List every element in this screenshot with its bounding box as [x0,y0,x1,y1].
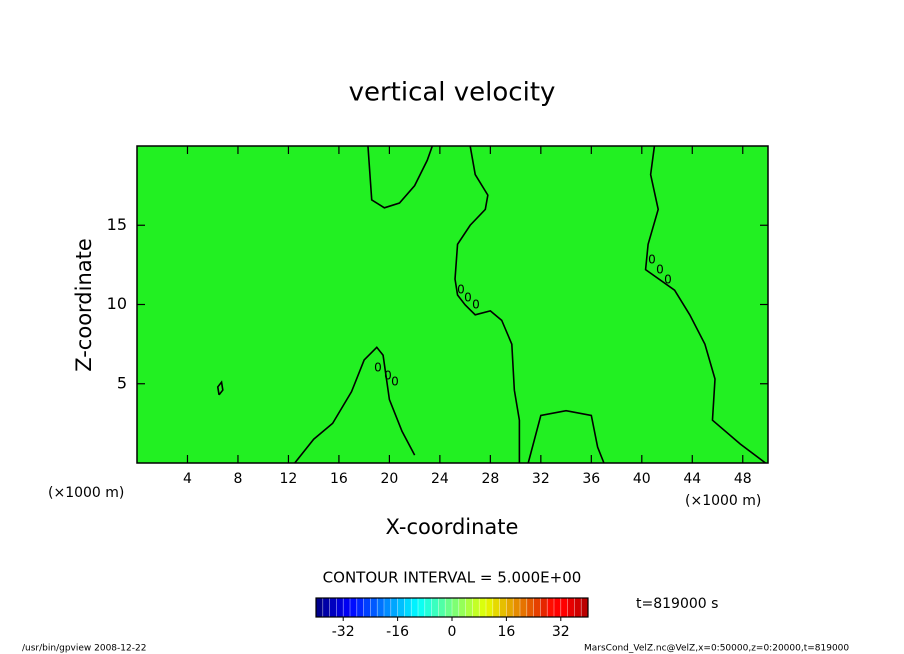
x-tick-label: 20 [380,471,398,487]
colorbar-band [336,598,344,617]
colorbar-band [492,598,500,617]
colorbar-tick-label: 16 [497,624,515,640]
x-tick-label: 44 [683,471,701,487]
colorbar-band [370,598,378,617]
x-tick-label: 8 [233,471,242,487]
colorbar-band [581,598,588,617]
y-axis-label: Z-coordinate [72,238,96,372]
chart-title: vertical velocity [349,78,556,108]
colorbar-band [540,598,548,617]
contour-label: 0 [656,263,664,277]
colorbar-band [418,598,425,617]
colorbar-band [458,598,466,617]
field [137,146,768,463]
colorbar-band [424,598,432,617]
colorbar-band [520,598,527,617]
x-unit: (×1000 m) [685,493,761,509]
x-tick-label: 16 [330,471,348,487]
x-tick-label: 40 [633,471,651,487]
colorbar-band [390,598,398,617]
colorbar-tick-label: -16 [386,624,409,640]
colorbar-band [547,598,554,617]
colorbar-band [411,598,418,617]
contour-line [527,409,605,463]
contour-line [454,146,521,463]
contour-label: 0 [391,375,399,389]
contour-label: 0 [374,361,382,375]
contour-line [644,146,766,463]
colorbar-band [384,598,391,617]
y-tick-label: 5 [117,373,127,392]
colorbar-band [465,598,473,617]
colorbar-tick-label: 32 [552,624,570,640]
contour-label: 0 [664,273,672,287]
x-tick-label: 12 [280,471,298,487]
colorbar-band [506,598,514,617]
colorbar-band [397,598,405,617]
colorbar-band [377,598,384,617]
colorbar-band [350,598,357,617]
colorbar-band [554,598,561,617]
contour-line [367,146,434,209]
contour-label: 0 [384,369,392,383]
footer-left: /usr/bin/gpview 2008-12-22 [22,644,146,654]
colorbar-band [513,598,520,617]
contour-line [216,380,224,396]
contour-label: 0 [648,253,656,267]
colorbar-band [499,598,507,617]
colorbar-band [356,598,364,617]
y-unit: (×1000 m) [48,485,124,501]
contour-label: 0 [472,298,480,312]
x-tick-label: 24 [431,471,449,487]
contour-label: 0 [464,291,472,305]
colorbar-band [533,598,541,617]
x-tick-label: 36 [582,471,600,487]
colorbar-band [486,598,493,617]
colorbar-band [452,598,459,617]
colorbar-band [329,598,337,617]
x-tick-label: 28 [481,471,499,487]
colorbar-tick-label: 0 [448,624,457,640]
colorbar-band [445,598,452,617]
y-tick-label: 15 [107,215,127,234]
x-tick-label: 32 [532,471,550,487]
colorbar-band [574,598,582,617]
colorbar-band [438,598,446,617]
colorbar-label: CONTOUR INTERVAL = 5.000E+00 [323,569,582,587]
colorbar-band [322,598,330,617]
footer-right: MarsCond_VelZ.nc@VelZ,x=0:50000,z=0:2000… [584,644,849,654]
x-tick-label: 48 [734,471,752,487]
colorbar-band [316,598,323,617]
contour-line [294,346,416,463]
colorbar-band [560,598,568,617]
colorbar-band [431,598,439,617]
colorbar-band [363,598,371,617]
colorbar-band [567,598,575,617]
contour-label: 0 [457,283,465,297]
colorbar-band [479,598,486,617]
colorbar-band [343,598,350,617]
colorbar-band [404,598,412,617]
colorbar-band [526,598,534,617]
x-tick-label: 4 [183,471,192,487]
x-axis-label: X-coordinate [386,515,519,539]
colorbar-band [472,598,480,617]
colorbar-tick-label: -32 [332,624,355,640]
time-label: t=819000 s [636,596,718,612]
y-tick-label: 10 [107,294,127,313]
